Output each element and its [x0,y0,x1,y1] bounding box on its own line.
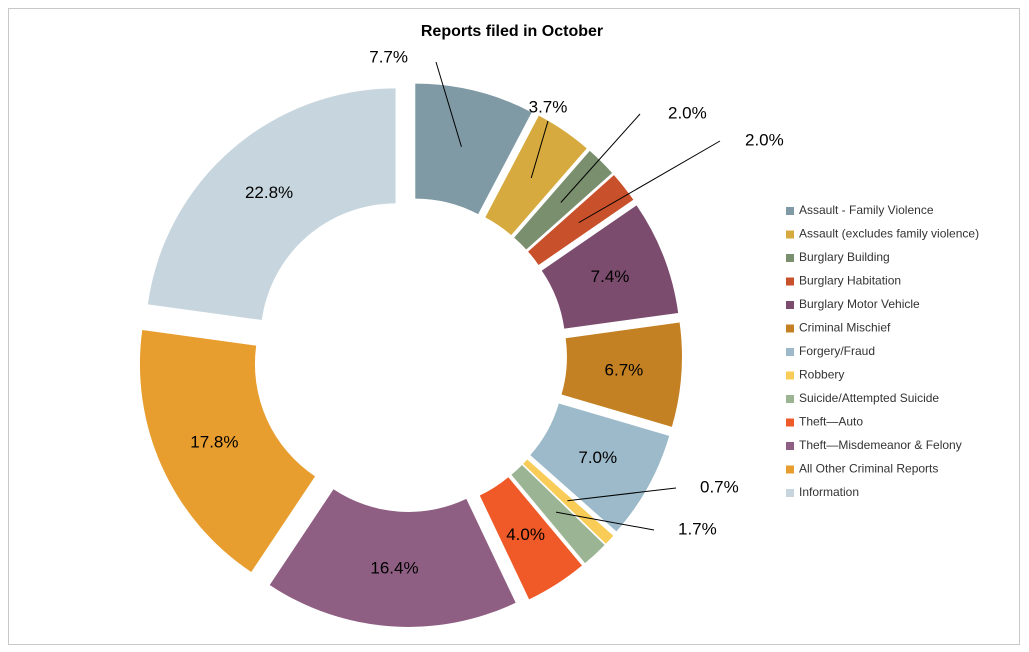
donut-slice [485,115,587,236]
legend-swatch [786,418,794,427]
legend-swatch [786,254,794,262]
legend-label: Assault (excludes family violence) [799,227,979,241]
legend-label: Burglary Motor Vehicle [799,297,920,311]
legend-swatch [786,207,794,215]
data-label: 17.8% [190,433,238,452]
data-label: 6.7% [605,360,644,379]
donut-slice [530,403,670,532]
donut-slice [561,322,682,427]
data-label: 1.7% [678,519,717,538]
legend-swatch [786,277,794,286]
data-label: 16.4% [370,558,418,577]
chart-title: Reports filed in October [421,23,603,40]
donut-slice [147,88,396,321]
donut-slice [139,329,316,573]
legend-label: Forgery/Fraud [799,344,875,358]
donut-slice [479,477,582,600]
data-label: 7.7% [369,47,408,66]
leader-line [435,61,462,147]
data-label: 0.7% [700,477,739,496]
data-label: 4.0% [506,525,545,544]
data-label: 22.8% [245,183,293,202]
legend-swatch [786,465,794,474]
legend-swatch [786,442,794,450]
donut-slice [415,83,532,215]
donut-slice [269,489,516,627]
data-label: 3.7% [529,97,568,116]
legend-label: Theft—Misdemeanor & Felony [799,438,962,452]
data-label: 7.4% [591,267,630,286]
legend-label: Burglary Building [799,250,890,264]
legend-swatch [786,489,794,497]
leader-line [555,511,655,531]
donut-slice [511,464,605,564]
legend-label: Burglary Habitation [799,274,901,288]
legend-label: Robbery [799,368,844,382]
data-label: 7.0% [578,448,617,467]
donut-slice [523,459,614,544]
donut-slice [528,175,634,265]
legend-swatch [786,395,794,403]
legend-label: Assault - Family Violence [799,203,934,217]
leader-line [578,140,721,224]
leader-line [567,487,677,502]
legend-swatch [786,324,794,333]
legend-swatch [786,371,794,380]
legend-label: Information [799,485,859,499]
leader-line [530,120,549,179]
legend-label: All Other Criminal Reports [799,462,938,476]
data-label: 2.0% [668,103,707,122]
legend-swatch [786,301,794,309]
leader-line [560,113,641,203]
legend-label: Theft—Auto [799,415,863,429]
legend-swatch [786,348,794,356]
data-label: 2.0% [745,130,784,149]
donut-slice [541,205,679,329]
legend-label: Suicide/Attempted Suicide [799,391,939,405]
legend-label: Criminal Mischief [799,321,891,335]
legend-swatch [786,230,794,239]
